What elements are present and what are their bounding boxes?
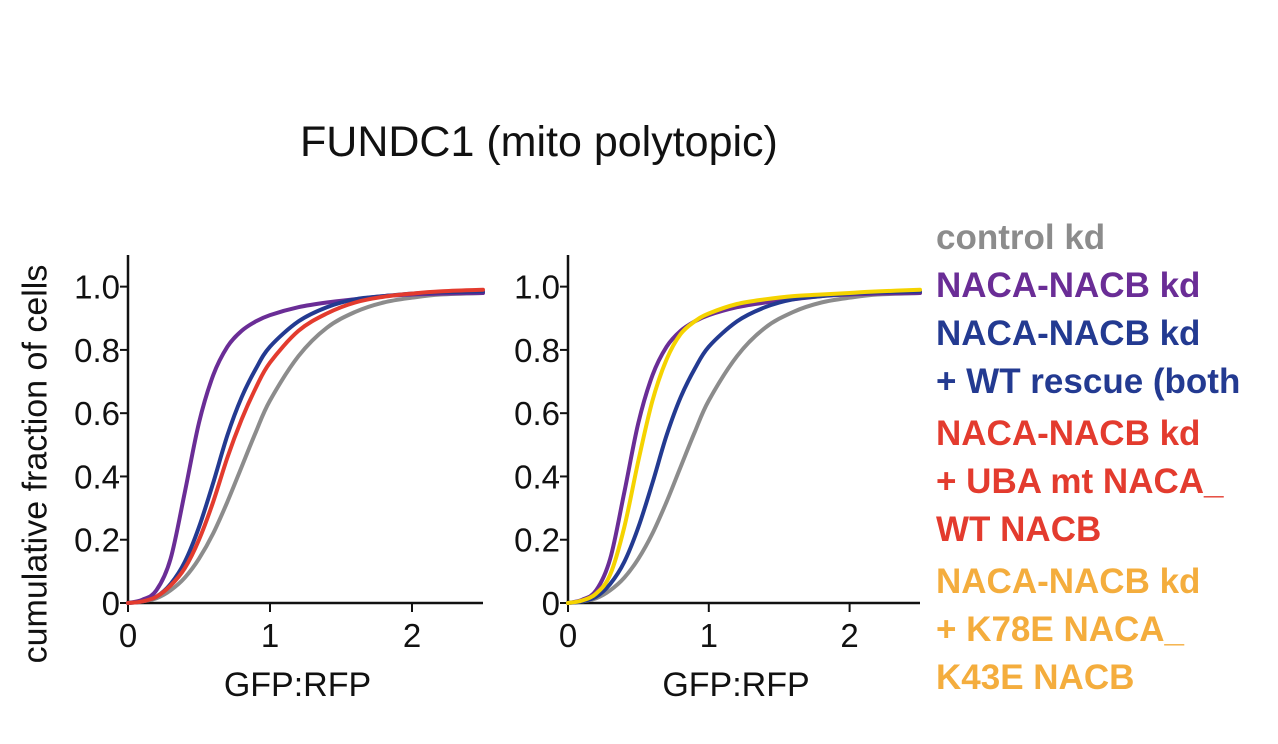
y-tick-label: 0.4 bbox=[74, 458, 120, 495]
legend-entry-wt-rescue: NACA-NACB kd + WT rescue (both bbox=[936, 310, 1278, 406]
x-axis-label: GFP:RFP bbox=[662, 666, 809, 704]
legend-entry-naca-nacb-kd: NACA-NACB kd bbox=[936, 262, 1278, 310]
legend-line: + UBA mt NACA_ bbox=[936, 462, 1224, 501]
legend-line: + WT rescue (both bbox=[936, 362, 1241, 401]
y-tick-label: 0.8 bbox=[74, 332, 120, 369]
y-tick-label: 0.2 bbox=[514, 522, 560, 559]
x-tick-label: 1 bbox=[700, 617, 718, 654]
y-tick-label: 0.4 bbox=[514, 458, 560, 495]
y-tick-label: 0 bbox=[542, 585, 560, 622]
x-axis-label: GFP:RFP bbox=[224, 666, 371, 704]
y-tick-label: 0 bbox=[102, 585, 120, 622]
legend-line: K43E NACB bbox=[936, 658, 1135, 697]
y-tick-label: 1.0 bbox=[514, 269, 560, 306]
series-line-naca-nacb-kd bbox=[566, 291, 922, 605]
y-tick-label: 0.2 bbox=[74, 522, 120, 559]
legend-line: NACA-NACB kd bbox=[936, 266, 1201, 305]
legend-entry-k78e: NACA-NACB kd + K78E NACA_ K43E NACB bbox=[936, 558, 1278, 702]
legend-entry-control-kd: control kd bbox=[936, 214, 1278, 262]
y-tick-label: 0.8 bbox=[514, 332, 560, 369]
legend-line: NACA-NACB kd bbox=[936, 314, 1201, 353]
legend: control kd NACA-NACB kd NACA-NACB kd + W… bbox=[936, 214, 1278, 702]
figure-title: FUNDC1 (mito polytopic) bbox=[300, 118, 778, 166]
legend-line: + K78E NACA_ bbox=[936, 610, 1185, 649]
x-tick-label: 0 bbox=[119, 617, 137, 654]
series-line-naca-nacb-kd-wt-rescue-both bbox=[566, 289, 922, 605]
legend-line: WT NACB bbox=[936, 510, 1102, 549]
y-tick-label: 0.6 bbox=[514, 395, 560, 432]
x-tick-label: 0 bbox=[559, 617, 577, 654]
series-line-control-kd bbox=[566, 291, 922, 605]
series-line-naca-nacb-kd-k78e-naca-k43e-nacb bbox=[566, 287, 922, 605]
x-tick-label: 2 bbox=[403, 617, 421, 654]
y-tick-label: 1.0 bbox=[74, 269, 120, 306]
legend-line: control kd bbox=[936, 218, 1106, 257]
y-tick-label: 0.6 bbox=[74, 395, 120, 432]
legend-line: NACA-NACB kd bbox=[936, 414, 1201, 453]
series-line-naca-nacb-kd-uba-mt-naca-wt-nacb bbox=[126, 287, 485, 605]
legend-entry-uba-mt: NACA-NACB kd + UBA mt NACA_ WT NACB bbox=[936, 410, 1278, 554]
x-tick-label: 2 bbox=[840, 617, 858, 654]
legend-line: NACA-NACB kd bbox=[936, 562, 1201, 601]
series-line-control-kd bbox=[126, 291, 485, 605]
x-tick-label: 1 bbox=[261, 617, 279, 654]
